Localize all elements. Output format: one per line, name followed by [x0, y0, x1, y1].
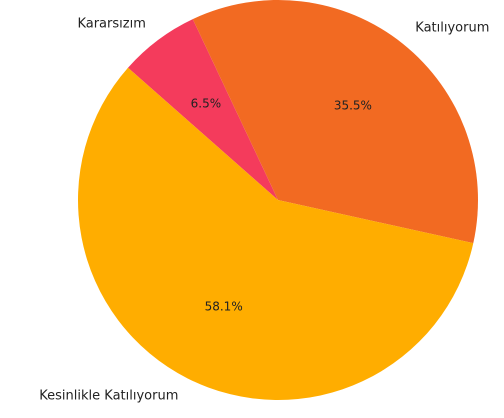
value-label: 6.5%: [191, 97, 222, 111]
slice-label: Kararsızım: [77, 17, 145, 32]
slice-label: Kesinlikle Katılıyorum: [39, 389, 178, 404]
pie-slice: [192, 0, 478, 244]
slice-label: Katılıyorum: [415, 21, 489, 36]
value-label: 35.5%: [334, 99, 372, 113]
value-label: 58.1%: [205, 299, 243, 313]
pie-slice: [77, 67, 474, 401]
pie-slice: [127, 19, 278, 200]
